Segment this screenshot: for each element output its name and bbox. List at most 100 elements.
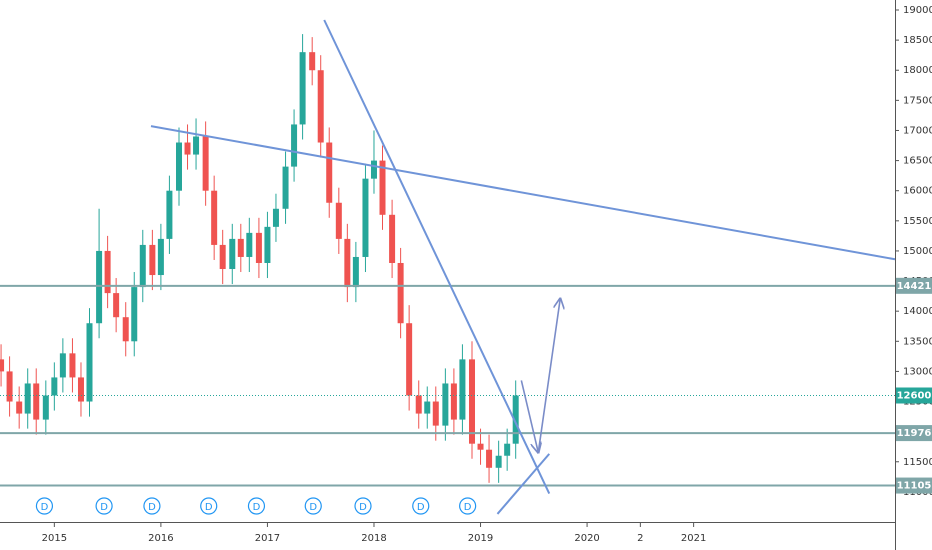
candle-body bbox=[77, 377, 84, 402]
candle-body bbox=[415, 395, 422, 414]
candle-body bbox=[246, 232, 253, 257]
dividend-marker bbox=[35, 497, 54, 515]
candle-body bbox=[272, 208, 279, 227]
candle-body bbox=[370, 160, 377, 179]
dividend-label: D bbox=[253, 502, 261, 513]
candle-body bbox=[317, 70, 324, 143]
y-tick-label: 19000 bbox=[903, 5, 932, 16]
price-label-box bbox=[896, 277, 932, 294]
candle-body bbox=[96, 250, 103, 324]
dividend-label: D bbox=[205, 502, 213, 513]
candle-body bbox=[86, 323, 93, 402]
candle-body bbox=[51, 377, 58, 396]
dividend-label: D bbox=[100, 502, 108, 513]
dividend-marker bbox=[95, 497, 113, 515]
candle-body bbox=[291, 124, 298, 167]
price-label: 12600 bbox=[897, 391, 932, 402]
candle-body bbox=[335, 202, 342, 239]
price-label-box bbox=[896, 425, 932, 442]
candle-body bbox=[104, 250, 111, 294]
candle-body bbox=[486, 449, 493, 468]
candle-body bbox=[0, 359, 5, 372]
candle-body bbox=[33, 383, 40, 420]
candle-body bbox=[237, 238, 244, 257]
y-tick-label: 17000 bbox=[903, 125, 932, 136]
candle-body bbox=[157, 238, 164, 276]
candle-body bbox=[42, 395, 49, 420]
dividend-marker bbox=[247, 497, 266, 515]
dividend-marker bbox=[354, 497, 372, 515]
dividend-label: D bbox=[417, 502, 425, 513]
plot-area bbox=[0, 19, 896, 515]
candle-body bbox=[176, 142, 182, 191]
candle-body bbox=[219, 244, 226, 270]
x-tick-label: 2015 bbox=[42, 533, 67, 544]
y-tick-label: 13000 bbox=[903, 366, 932, 377]
dividend-label: D bbox=[41, 502, 49, 513]
candle-body bbox=[389, 214, 396, 263]
y-tick-label: 18000 bbox=[903, 65, 932, 76]
dividend-marker bbox=[304, 497, 322, 515]
trend-line bbox=[496, 453, 551, 515]
x-tick-label: 2 bbox=[637, 533, 643, 544]
dividend-marker bbox=[459, 497, 477, 515]
candle-body bbox=[432, 401, 439, 426]
candle-body bbox=[442, 383, 449, 426]
candle-body bbox=[309, 52, 316, 71]
candle-body bbox=[149, 244, 156, 276]
candle-body bbox=[113, 293, 120, 318]
x-tick-label: 2017 bbox=[255, 533, 280, 544]
y-tick-label: 11500 bbox=[903, 457, 932, 468]
candle-body bbox=[184, 142, 191, 155]
dividend-label: D bbox=[359, 502, 367, 513]
price-label: 11105 bbox=[897, 481, 932, 492]
y-tick-label: 16000 bbox=[903, 186, 932, 197]
y-tick-label: 15000 bbox=[903, 246, 932, 257]
candle-body bbox=[326, 142, 333, 203]
trend-line bbox=[150, 125, 896, 261]
dividend-label: D bbox=[464, 502, 472, 513]
dividend-marker bbox=[200, 497, 218, 515]
price-label-box bbox=[896, 477, 932, 494]
y-tick-label: 14000 bbox=[903, 306, 932, 317]
candle-body bbox=[16, 401, 23, 414]
candle-body bbox=[344, 238, 351, 288]
candle-body bbox=[59, 353, 66, 378]
candle-body bbox=[299, 52, 306, 125]
price-label: 11976 bbox=[897, 428, 932, 439]
x-tick-label: 2021 bbox=[681, 533, 706, 544]
candle-body bbox=[24, 383, 31, 414]
x-tick-label: 2020 bbox=[574, 533, 599, 544]
candle-body bbox=[477, 443, 484, 450]
candle-body bbox=[469, 359, 476, 444]
candle-body bbox=[202, 136, 209, 191]
y-tick-label: 18500 bbox=[903, 35, 932, 46]
candle-body bbox=[362, 178, 369, 257]
candle-body bbox=[69, 353, 76, 378]
candle-body bbox=[282, 166, 289, 209]
candle-body bbox=[6, 371, 13, 402]
dividend-marker bbox=[412, 497, 430, 515]
projection-arrow bbox=[520, 380, 538, 452]
y-tick-label: 17500 bbox=[903, 95, 932, 106]
candle-body bbox=[397, 262, 404, 324]
candle-body bbox=[122, 317, 129, 342]
candle-body bbox=[504, 443, 511, 456]
candle-body bbox=[131, 287, 138, 342]
candle-body bbox=[512, 395, 519, 444]
candle-body bbox=[139, 244, 146, 288]
price-label: 14421 bbox=[897, 281, 932, 292]
price-label-box bbox=[896, 387, 932, 404]
candle-body bbox=[406, 323, 413, 396]
dividend-marker bbox=[143, 497, 161, 515]
candle-body bbox=[211, 190, 218, 245]
candle-body bbox=[193, 136, 200, 155]
y-tick-label: 16500 bbox=[903, 156, 932, 167]
trend-line bbox=[323, 19, 551, 494]
candle-body bbox=[379, 160, 386, 215]
candle-body bbox=[255, 232, 262, 263]
candle-body bbox=[264, 226, 271, 263]
candle-body bbox=[495, 455, 502, 468]
projection-arrow bbox=[537, 299, 560, 453]
